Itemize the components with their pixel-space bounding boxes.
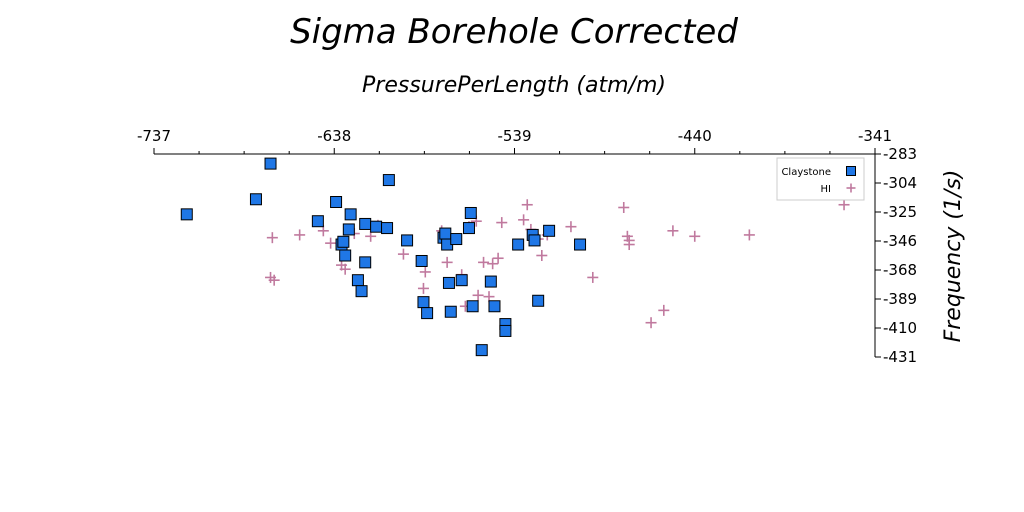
hi-point (487, 258, 499, 270)
hi-point (339, 263, 351, 275)
claystone-point (355, 285, 368, 298)
y-axis-label: Frequency (1/s) (941, 170, 966, 343)
hi-point (565, 221, 577, 233)
x-tick-label: -539 (497, 127, 531, 145)
hi-point (266, 232, 278, 244)
claystone-point (421, 307, 434, 320)
hi-point (667, 225, 679, 237)
claystone-point (415, 254, 428, 267)
legend-label: Claystone (781, 167, 831, 178)
claystone-point (455, 274, 468, 287)
y-tick-label: -283 (883, 145, 917, 163)
claystone-point (528, 234, 541, 247)
claystone-point (512, 238, 525, 251)
claystone-point (442, 276, 455, 289)
claystone-point (370, 220, 383, 233)
hi-point (689, 230, 701, 242)
hi-point (478, 256, 490, 268)
claystone-point (337, 235, 350, 248)
hi-point (658, 304, 670, 316)
claystone-point (475, 344, 488, 357)
hi-point (496, 217, 508, 229)
claystone-point (180, 208, 193, 221)
hi-point (325, 237, 337, 249)
legend: Claystone HI (776, 157, 865, 201)
claystone-point (249, 193, 262, 206)
data-points (180, 157, 850, 357)
claystone-point (339, 249, 352, 262)
claystone-point (532, 294, 545, 307)
claystone-point (464, 206, 477, 219)
hi-point (417, 282, 429, 294)
claystone-point (466, 300, 479, 313)
claystone-point (359, 256, 372, 269)
y-tick-label: -368 (883, 261, 917, 279)
claystone-point (344, 208, 357, 221)
claystone-point (543, 224, 556, 237)
legend-label: HI (821, 184, 831, 195)
y-tick-label: -431 (883, 348, 917, 366)
claystone-point (264, 157, 277, 170)
x-tick-label: -440 (678, 127, 712, 145)
claystone-point (342, 223, 355, 236)
claystone-point (381, 222, 394, 235)
hi-point (645, 317, 657, 329)
x-tick-label: -638 (317, 127, 351, 145)
legend-marker-claystone (846, 166, 856, 176)
legend-marker-hi (846, 183, 856, 193)
hi-point (623, 239, 635, 251)
hi-point (294, 229, 306, 241)
hi-point (743, 229, 755, 241)
hi-point (419, 266, 431, 278)
hi-point (838, 199, 850, 211)
hi-point (536, 250, 548, 261)
hi-point (397, 248, 409, 260)
y-tick-label: -389 (883, 290, 917, 308)
y-axis-ticks: -283 -304 -325 -346 -368 -389 -410 -431 (875, 145, 917, 366)
hi-point (472, 289, 484, 301)
x-tick-label: -341 (858, 127, 892, 145)
claystone-point (359, 217, 372, 230)
claystone-point (462, 222, 475, 235)
claystone-point (401, 234, 414, 247)
hi-point (441, 256, 453, 268)
x-axis-ticks: -737 -638 -539 -440 -341 (137, 127, 892, 154)
chart-title: Sigma Borehole Corrected (290, 12, 738, 52)
y-tick-label: -325 (883, 203, 917, 221)
y-tick-label: -346 (883, 232, 917, 250)
x-axis-label: PressurePerLength (atm/m) (362, 73, 666, 98)
y-tick-label: -410 (883, 319, 917, 337)
hi-point (492, 252, 504, 264)
hi-point (618, 201, 630, 213)
claystone-point (439, 227, 452, 240)
claystone-point (499, 324, 512, 337)
claystone-point (311, 215, 324, 228)
claystone-point (330, 196, 343, 209)
claystone-point (444, 305, 457, 318)
claystone-point (417, 296, 430, 309)
claystone-point (484, 275, 497, 288)
claystone-point (450, 233, 463, 246)
y-tick-label: -304 (883, 174, 917, 192)
claystone-point (574, 238, 587, 251)
hi-point (518, 214, 530, 226)
claystone-point (351, 274, 364, 287)
legend-box (776, 157, 865, 201)
hi-point (587, 271, 599, 283)
x-tick-label: -737 (137, 127, 171, 145)
hi-point (268, 274, 280, 286)
claystone-point (382, 174, 395, 187)
hi-point (521, 199, 533, 211)
claystone-point (488, 300, 501, 313)
